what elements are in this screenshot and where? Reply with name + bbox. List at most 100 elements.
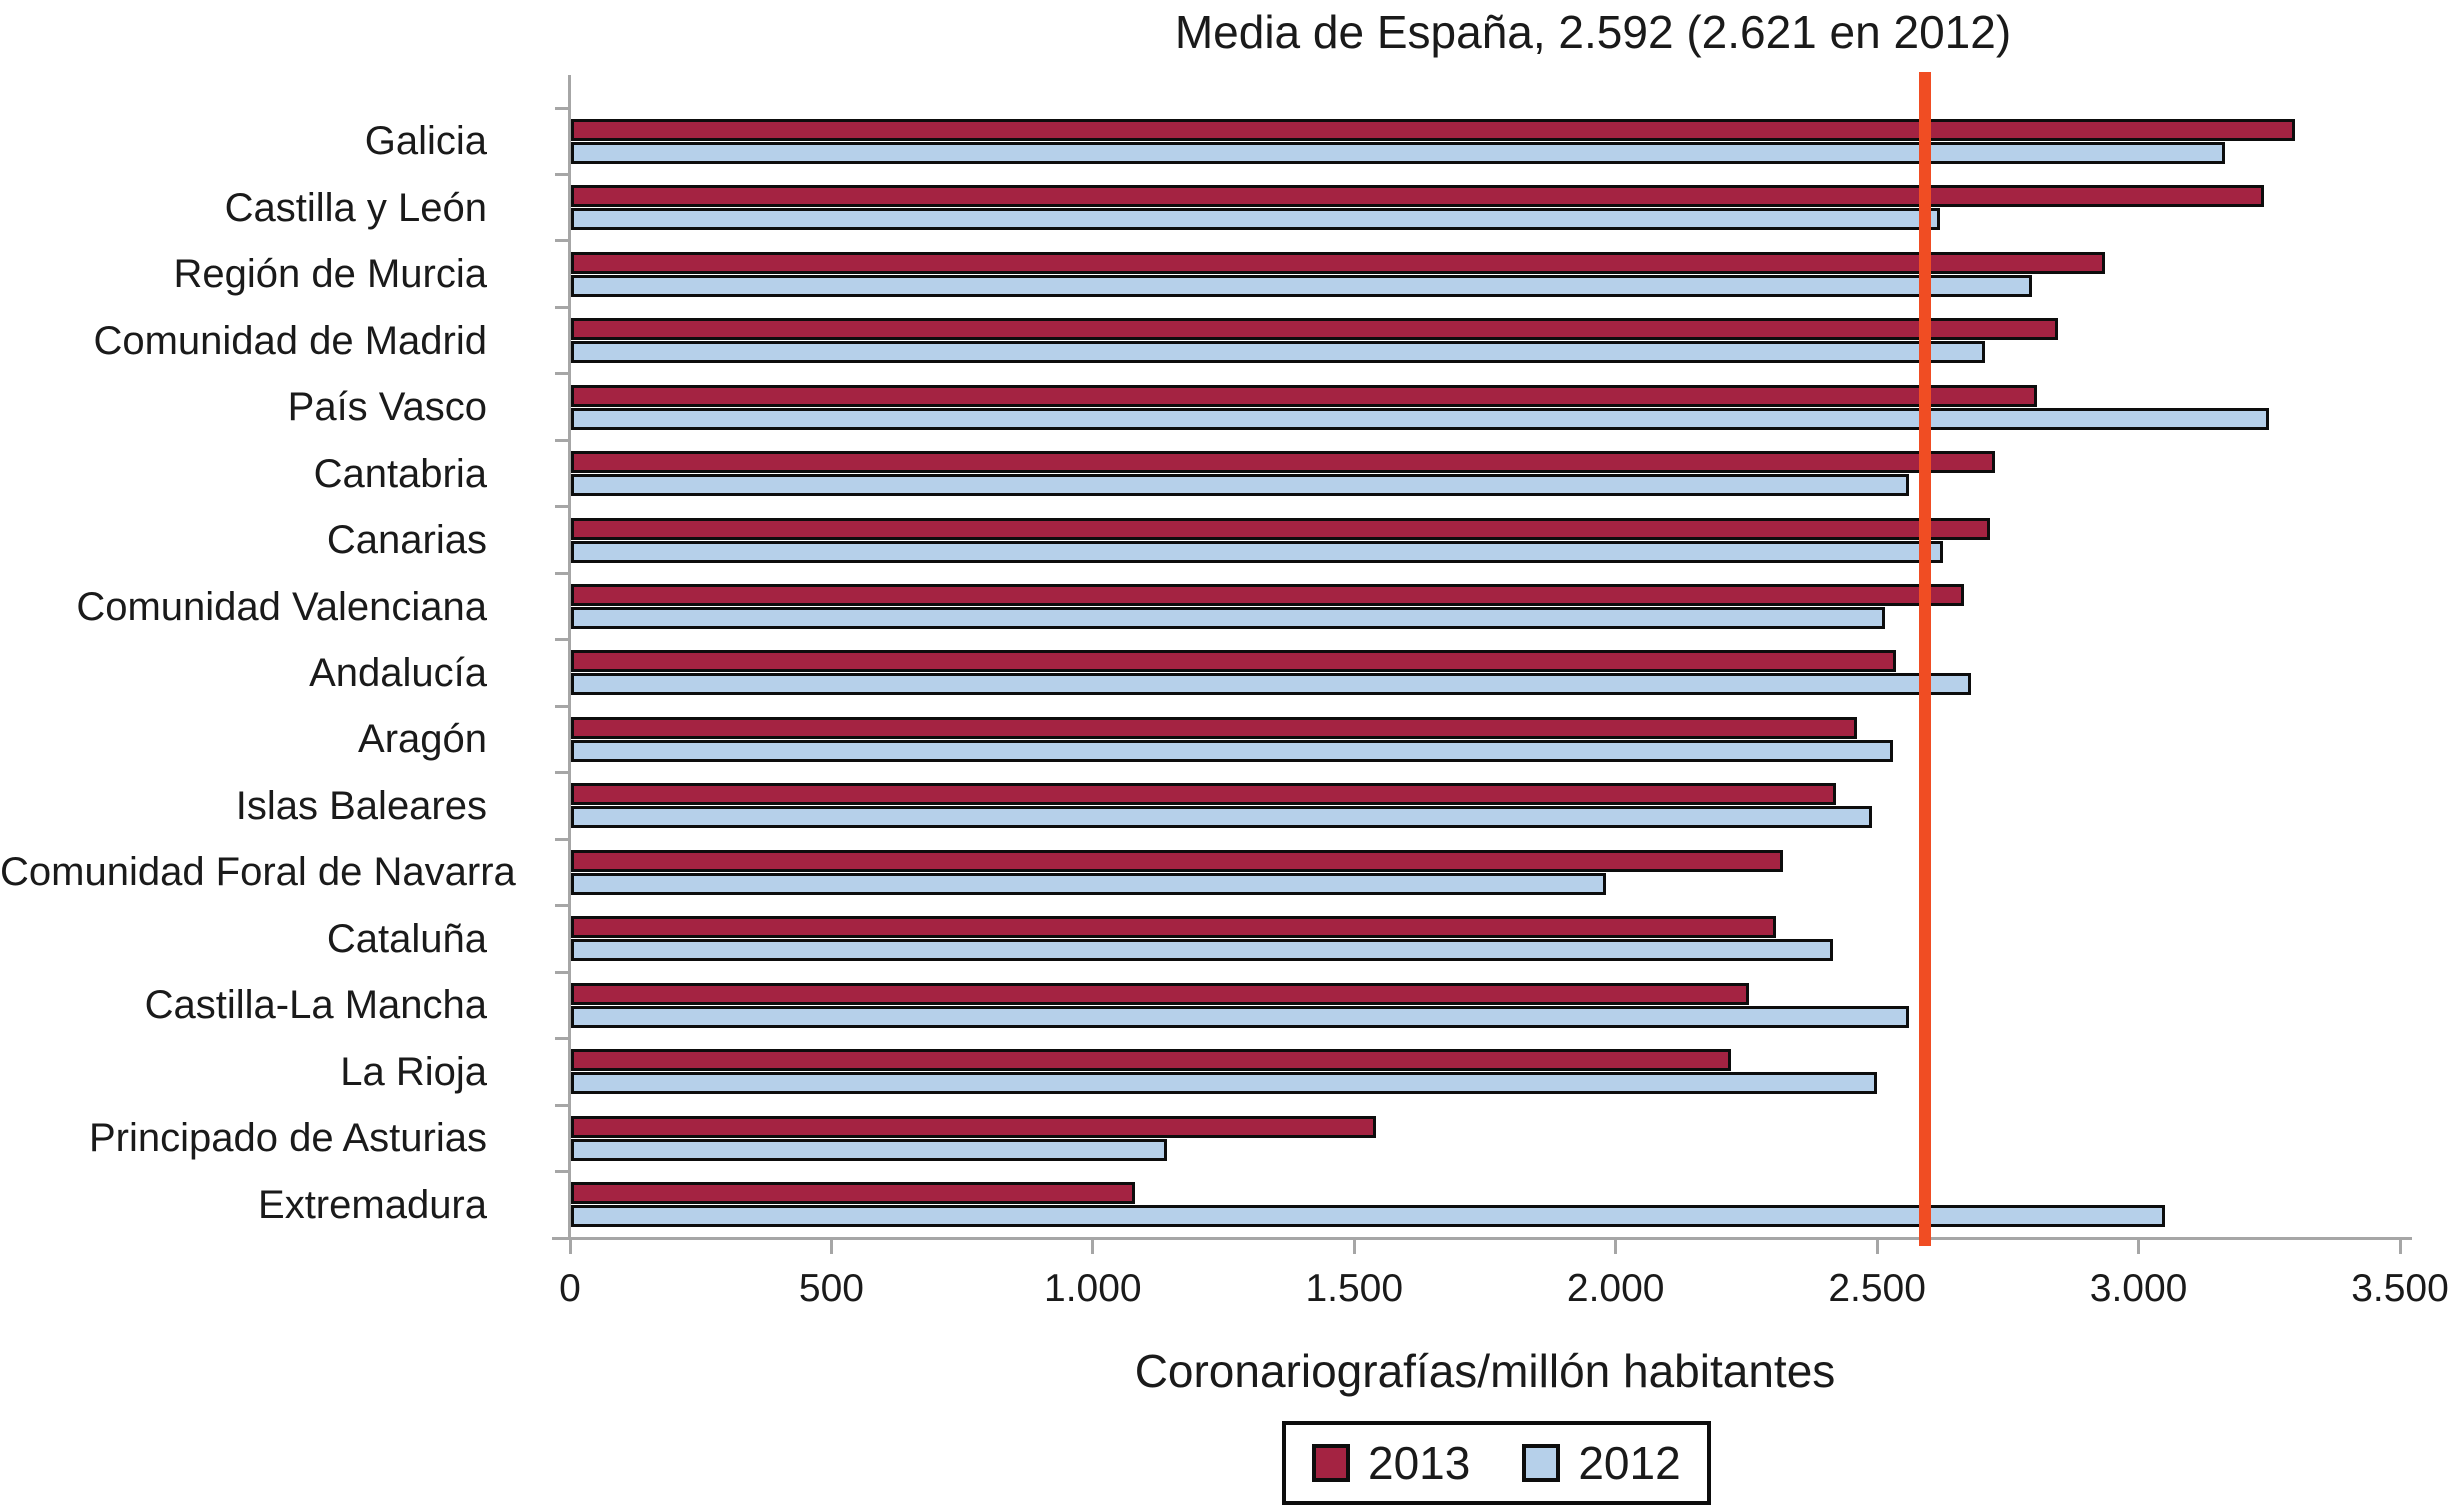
- category-label: La Rioja: [340, 1049, 487, 1094]
- bar-2013-castilla-la-mancha: [571, 982, 1750, 1005]
- bar-2012-regi-n-de-murcia: [571, 274, 2032, 297]
- bar-2013-cantabria: [571, 451, 1995, 474]
- category-tick: [555, 1037, 570, 1041]
- category-label: Castilla y León: [224, 185, 487, 230]
- x-axis-tick-label: 1.500: [1305, 1267, 1404, 1310]
- x-axis-title: Coronariografías/millón habitantes: [1134, 1345, 1836, 1397]
- bar-row: [571, 108, 2400, 174]
- legend-item-2013: 2013: [1312, 1438, 1470, 1488]
- bar-row: [571, 507, 2400, 573]
- x-axis-line: [552, 1237, 2412, 1240]
- category-tick: [555, 837, 570, 841]
- category-label: Extremadura: [258, 1182, 487, 1227]
- national-average-reference-line: [1919, 72, 1932, 1246]
- bar-2012-extremadura: [571, 1205, 2165, 1228]
- bar-2013-castilla-y-le-n: [571, 185, 2265, 208]
- category-tick: [555, 1103, 570, 1107]
- category-tick: [555, 1170, 570, 1174]
- x-axis-tick: [1091, 1240, 1095, 1254]
- bar-row: [571, 374, 2400, 440]
- bar-2012-islas-baleares: [571, 806, 1873, 829]
- bar-2012-comunidad-foral-de-navarra: [571, 872, 1606, 895]
- bar-2013-comunidad-valenciana: [571, 584, 1964, 607]
- y-axis-line: [568, 75, 571, 1238]
- category-label: Región de Murcia: [173, 252, 488, 297]
- x-axis-tick: [568, 1240, 572, 1254]
- category-label: Galicia: [364, 119, 487, 164]
- category-axis-labels: Galicia Castilla y León Región de Murcia Co…: [0, 0, 516, 1507]
- x-axis-tick: [1614, 1240, 1618, 1254]
- legend-label: 2013: [1368, 1437, 1471, 1489]
- category-tick: [555, 704, 570, 708]
- bar-row: [571, 573, 2400, 639]
- category-tick: [555, 638, 570, 642]
- category-tick: [555, 970, 570, 974]
- x-axis-tick-label: 500: [798, 1267, 864, 1310]
- legend-swatch-2012: [1522, 1444, 1561, 1482]
- bar-row: [571, 1172, 2400, 1238]
- bar-2012-principado-de-asturias: [571, 1138, 1167, 1161]
- category-label: País Vasco: [287, 385, 487, 430]
- bar-2013-islas-baleares: [571, 783, 1836, 806]
- x-axis-tick-label: 3.500: [2351, 1267, 2449, 1310]
- x-axis-tick-label: 2.000: [1566, 1267, 1665, 1310]
- bar-2012-pa-s-vasco: [571, 407, 2270, 430]
- legend: 2013 2012: [1282, 1421, 1711, 1505]
- category-tick: [555, 305, 570, 309]
- bar-2012-cantabria: [571, 474, 1909, 497]
- bar-2013-galicia: [571, 118, 2296, 141]
- bar-2013-regi-n-de-murcia: [571, 251, 2105, 274]
- bar-2013-la-rioja: [571, 1049, 1732, 1072]
- bar-row: [571, 972, 2400, 1038]
- x-axis-tick: [829, 1240, 833, 1254]
- x-axis-tick-label: 3.000: [2089, 1267, 2188, 1310]
- bar-row: [571, 640, 2400, 706]
- x-axis-tick: [2137, 1240, 2141, 1254]
- bar-2012-galicia: [571, 141, 2225, 164]
- bar-2012-arag-n: [571, 739, 1894, 762]
- bar-row: [571, 1039, 2400, 1105]
- bar-2012-castilla-y-le-n: [571, 208, 1941, 231]
- category-tick: [555, 505, 570, 509]
- category-tick: [555, 571, 570, 575]
- bar-row: [571, 1105, 2400, 1171]
- bar-2013-andaluc-a: [571, 650, 1896, 673]
- bar-2013-pa-s-vasco: [571, 384, 2037, 407]
- category-label: Cantabria: [313, 451, 487, 496]
- x-axis-tick: [1875, 1240, 1879, 1254]
- x-axis-tick-label: 1.000: [1044, 1267, 1142, 1310]
- bar-2012-comunidad-de-madrid: [571, 341, 1985, 364]
- bar-2013-canarias: [571, 517, 1990, 540]
- bar-2013-arag-n: [571, 716, 1857, 739]
- bar-row: [571, 307, 2400, 373]
- x-axis-tick: [1352, 1240, 1356, 1254]
- category-tick: [555, 904, 570, 908]
- x-axis-tick: [2398, 1240, 2402, 1254]
- category-label: Cataluña: [326, 916, 487, 961]
- bar-2012-la-rioja: [571, 1072, 1878, 1095]
- category-tick: [555, 438, 570, 442]
- bar-row: [571, 174, 2400, 240]
- category-label: Castilla-La Mancha: [144, 983, 487, 1028]
- bar-row: [571, 241, 2400, 307]
- bar-2012-castilla-la-mancha: [571, 1005, 1909, 1028]
- category-tick: [555, 372, 570, 376]
- bar-2013-comunidad-de-madrid: [571, 318, 2058, 341]
- bar-2013-catalu-a: [571, 916, 1776, 939]
- bar-2012-canarias: [571, 540, 1943, 563]
- category-tick: [555, 239, 570, 243]
- bar-2013-extremadura: [571, 1182, 1136, 1205]
- category-label: Comunidad de Madrid: [93, 318, 487, 363]
- x-axis-tick-label: 2.500: [1828, 1267, 1926, 1310]
- category-label: Aragón: [358, 717, 487, 762]
- category-tick: [555, 1236, 570, 1240]
- bar-2012-comunidad-valenciana: [571, 607, 1886, 630]
- bar-row: [571, 706, 2400, 772]
- legend-swatch-2013: [1312, 1444, 1350, 1482]
- bar-row: [571, 906, 2400, 972]
- bar-2012-catalu-a: [571, 939, 1833, 962]
- chart-title: Media de España, 2.592 (2.621 en 2012): [1174, 6, 2012, 58]
- category-tick: [555, 106, 570, 110]
- bar-row: [571, 773, 2400, 839]
